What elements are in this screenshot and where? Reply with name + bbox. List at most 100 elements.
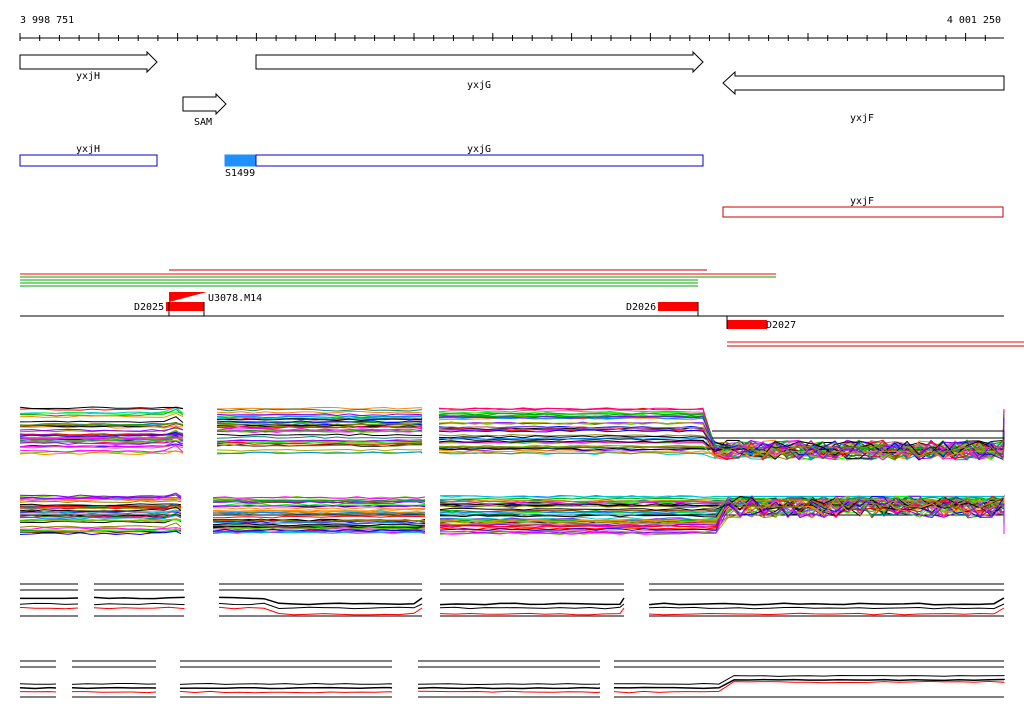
gene-sam-arrow[interactable] <box>182 92 227 116</box>
profile-line <box>218 596 423 606</box>
profile-line <box>417 683 601 686</box>
profile-line <box>613 680 1005 694</box>
profile-line <box>179 686 393 690</box>
profile-line <box>216 408 423 412</box>
profile-line <box>212 528 426 532</box>
profile-line <box>438 412 1005 458</box>
profile-line <box>439 495 1005 531</box>
transcript-yxjg-label: yxjG <box>467 144 491 155</box>
profile-line <box>71 686 157 690</box>
profile-line <box>216 425 423 429</box>
profile-line <box>439 496 1005 523</box>
expression-panel-3 <box>19 583 1005 617</box>
profile-line <box>19 406 184 411</box>
profile-line <box>212 498 426 502</box>
profile-line <box>19 436 184 440</box>
transcript-yxjf[interactable] <box>722 206 1004 218</box>
profile-line <box>19 422 184 427</box>
gene-yxjg-label: yxjG <box>467 80 491 91</box>
profile-line <box>212 523 426 527</box>
profile-line <box>417 686 601 690</box>
profile-line <box>648 607 1005 616</box>
profile-line <box>613 678 1005 690</box>
transcript-s1499-label: S1499 <box>225 168 255 179</box>
transcript-yxjg[interactable] <box>255 154 704 167</box>
d2027-label: D2027 <box>766 320 796 331</box>
profile-line <box>216 420 423 424</box>
profile-line <box>72 691 157 694</box>
profile-line <box>439 603 625 610</box>
profile-line <box>19 450 184 454</box>
profile-line <box>19 509 182 514</box>
profile-line <box>212 503 426 507</box>
u3078-triangle[interactable] <box>169 292 207 302</box>
d2025-label: D2025 <box>134 302 164 313</box>
profile-line <box>179 690 393 694</box>
profile-line <box>19 602 79 605</box>
profile-line <box>19 412 184 418</box>
profile-line <box>216 418 423 422</box>
profile-line <box>216 439 422 443</box>
profile-line <box>212 504 426 508</box>
profile-line <box>438 445 1005 461</box>
transcript-yxjh-label: yxjH <box>76 144 100 155</box>
profile-line <box>19 527 182 531</box>
profile-line <box>19 530 182 536</box>
profile-line <box>439 597 625 606</box>
profile-line <box>19 411 184 415</box>
profile-line <box>19 529 182 533</box>
profile-line <box>216 413 423 417</box>
profile-line <box>19 518 182 524</box>
profile-line <box>19 506 182 512</box>
profile-line <box>93 606 185 610</box>
profile-line <box>216 429 423 433</box>
profile-line <box>19 433 184 437</box>
profile-line <box>216 406 423 410</box>
gene-track: yxjH SAM yxjG yxjF <box>19 50 1005 128</box>
profile-line <box>216 435 423 439</box>
d2025-block[interactable] <box>166 302 204 311</box>
ruler-ticks <box>19 33 986 41</box>
profile-line <box>19 522 182 529</box>
profile-line <box>212 499 426 503</box>
profile-line <box>19 504 182 509</box>
profile-line <box>19 436 184 444</box>
profile-line <box>614 674 1005 685</box>
gene-sam-label: SAM <box>194 117 212 128</box>
transcript-yxjh[interactable] <box>19 154 158 167</box>
transcript-s1499-block[interactable] <box>224 154 257 167</box>
profile-line <box>216 441 423 444</box>
d2026-label: D2026 <box>626 302 656 313</box>
profile-line <box>216 425 423 429</box>
profile-line <box>212 496 426 500</box>
profile-line <box>212 519 425 523</box>
profile-line <box>212 531 426 535</box>
d2026-block[interactable] <box>658 302 698 311</box>
gene-yxjh-arrow[interactable] <box>19 50 158 74</box>
profile-line <box>439 496 1005 511</box>
profile-line <box>19 518 182 523</box>
d2027-block[interactable] <box>727 320 767 329</box>
profile-line <box>439 496 1005 509</box>
profile-line <box>19 606 79 610</box>
profile-line <box>216 415 423 419</box>
profile-line <box>216 427 423 431</box>
profile-line <box>439 495 1005 505</box>
profile-line <box>438 440 1005 460</box>
profile-line <box>438 449 1005 459</box>
profile-line <box>218 606 423 616</box>
profile-line <box>179 682 393 685</box>
profile-line <box>93 602 185 606</box>
profile-line <box>19 494 182 500</box>
gene-yxjf-arrow[interactable] <box>722 70 1005 96</box>
profile-line <box>212 508 426 512</box>
profile-line <box>216 451 423 455</box>
profile-line <box>216 441 423 445</box>
profile-line <box>212 523 426 527</box>
profile-line <box>19 439 184 443</box>
gene-yxjh-label: yxjH <box>76 71 100 82</box>
transcript-track: yxjH S1499 yxjG yxjF <box>19 144 1004 218</box>
gene-yxjg-arrow[interactable] <box>255 50 704 74</box>
profile-line <box>19 492 182 498</box>
